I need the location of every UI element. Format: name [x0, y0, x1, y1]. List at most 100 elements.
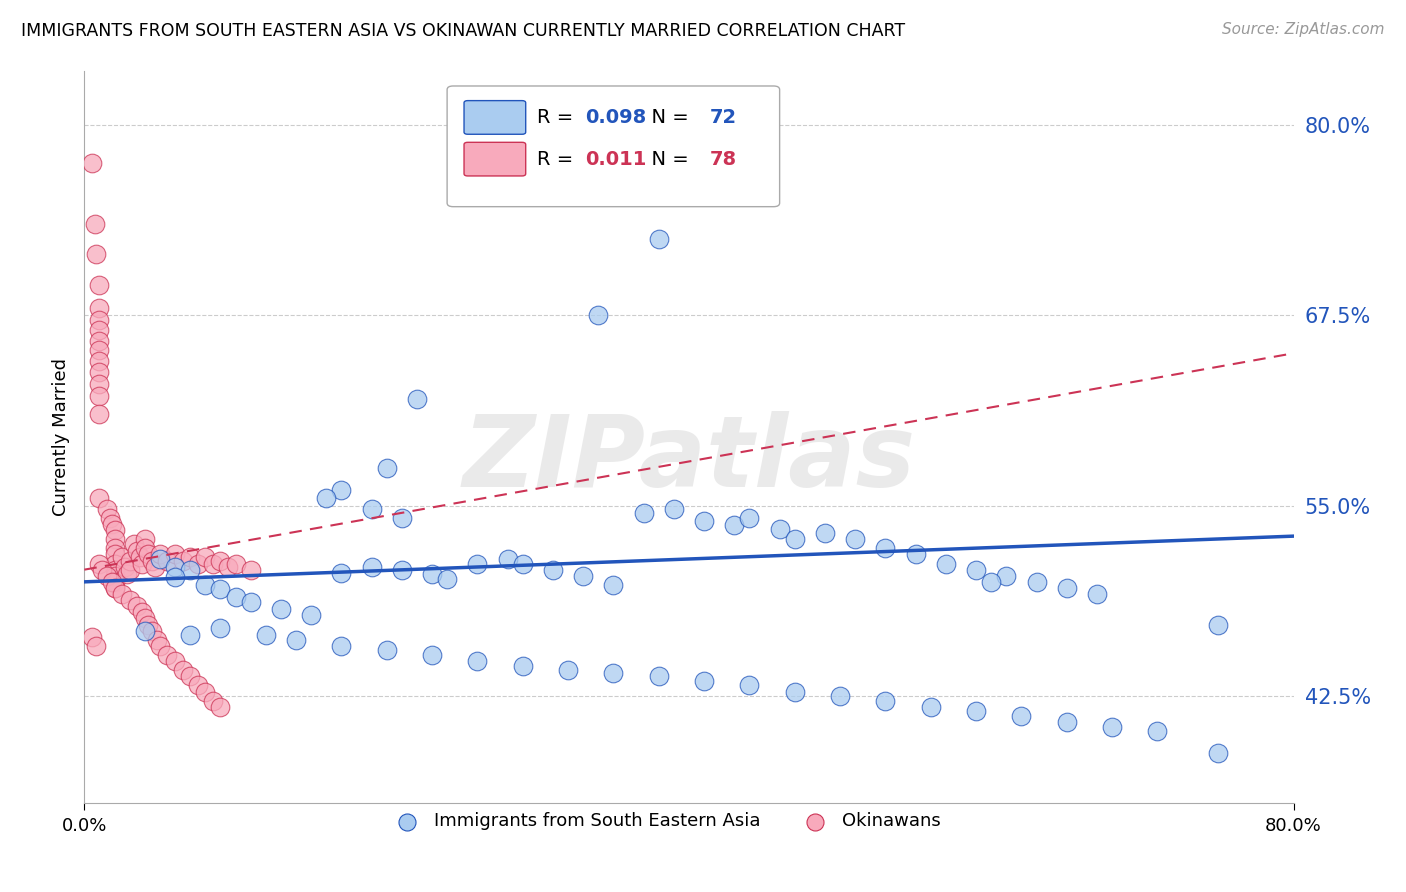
FancyBboxPatch shape [464, 101, 526, 135]
Point [904, 548, 927, 562]
Point [104, 574, 127, 589]
Text: Source: ZipAtlas.com: Source: ZipAtlas.com [1222, 22, 1385, 37]
Point [965, 563, 987, 577]
Point [187, 557, 209, 571]
Point [179, 628, 201, 642]
Point [225, 557, 247, 571]
Point [1056, 581, 1078, 595]
Point [769, 521, 792, 535]
Point [89, 301, 111, 315]
Point [693, 673, 716, 688]
Point [375, 643, 398, 657]
Point [965, 705, 987, 719]
Point [299, 608, 322, 623]
Point [89, 389, 111, 403]
Point [360, 501, 382, 516]
Point [89, 334, 111, 348]
Point [436, 572, 458, 586]
Point [115, 567, 138, 582]
Point [89, 343, 111, 358]
Point [104, 557, 127, 571]
Point [783, 684, 806, 698]
Point [330, 483, 353, 498]
Point [662, 501, 685, 516]
Point [201, 694, 224, 708]
Point [285, 632, 308, 647]
Point [1056, 714, 1078, 729]
Point [315, 491, 337, 505]
Point [360, 559, 382, 574]
Point [118, 563, 141, 577]
Point [844, 532, 866, 546]
Point [467, 654, 489, 668]
Point [100, 516, 122, 531]
Point [1011, 709, 1033, 723]
Point [194, 550, 217, 565]
Point [80, 155, 103, 169]
Point [134, 611, 156, 625]
Point [420, 567, 443, 582]
Point [89, 365, 111, 379]
Point [149, 552, 172, 566]
Point [98, 511, 121, 525]
Point [512, 557, 534, 571]
Point [194, 578, 217, 592]
Text: N =: N = [640, 150, 696, 169]
Point [104, 581, 127, 595]
Text: R =: R = [537, 150, 579, 169]
Text: 0.098: 0.098 [585, 108, 647, 127]
Point [156, 648, 179, 662]
Point [131, 557, 153, 571]
Point [122, 537, 145, 551]
FancyBboxPatch shape [464, 143, 526, 176]
Point [165, 654, 187, 668]
Point [104, 532, 127, 546]
Point [875, 694, 897, 708]
Point [145, 559, 167, 574]
Point [89, 491, 111, 505]
Point [693, 514, 716, 528]
Point [920, 699, 942, 714]
Point [96, 501, 118, 516]
Point [89, 376, 111, 391]
Point [156, 553, 179, 567]
Point [131, 605, 153, 619]
Text: IMMIGRANTS FROM SOUTH EASTERN ASIA VS OKINAWAN CURRENTLY MARRIED CORRELATION CHA: IMMIGRANTS FROM SOUTH EASTERN ASIA VS OK… [21, 22, 905, 40]
Point [100, 574, 122, 589]
Point [209, 582, 232, 597]
Point [239, 595, 262, 609]
Point [127, 544, 149, 558]
Point [165, 559, 187, 574]
Text: 72: 72 [710, 108, 737, 127]
Point [141, 553, 163, 567]
Point [935, 557, 957, 571]
Point [602, 578, 624, 592]
Point [114, 559, 136, 574]
Point [104, 541, 127, 556]
Point [738, 678, 761, 692]
Point [270, 602, 292, 616]
Point [134, 541, 156, 556]
Text: R =: R = [537, 108, 579, 127]
Point [146, 632, 169, 647]
Point [149, 639, 172, 653]
Point [239, 563, 262, 577]
Point [96, 568, 118, 582]
Point [557, 663, 579, 677]
Point [179, 563, 201, 577]
Point [830, 689, 852, 703]
Point [225, 590, 247, 604]
Point [330, 566, 353, 580]
Point [1206, 617, 1229, 632]
Point [172, 553, 194, 567]
Point [104, 568, 127, 582]
Point [995, 568, 1018, 582]
Point [127, 599, 149, 614]
Point [648, 669, 671, 683]
Point [209, 621, 232, 635]
Point [80, 630, 103, 644]
Text: 78: 78 [710, 150, 737, 169]
Point [89, 354, 111, 368]
Point [420, 648, 443, 662]
Point [602, 666, 624, 681]
